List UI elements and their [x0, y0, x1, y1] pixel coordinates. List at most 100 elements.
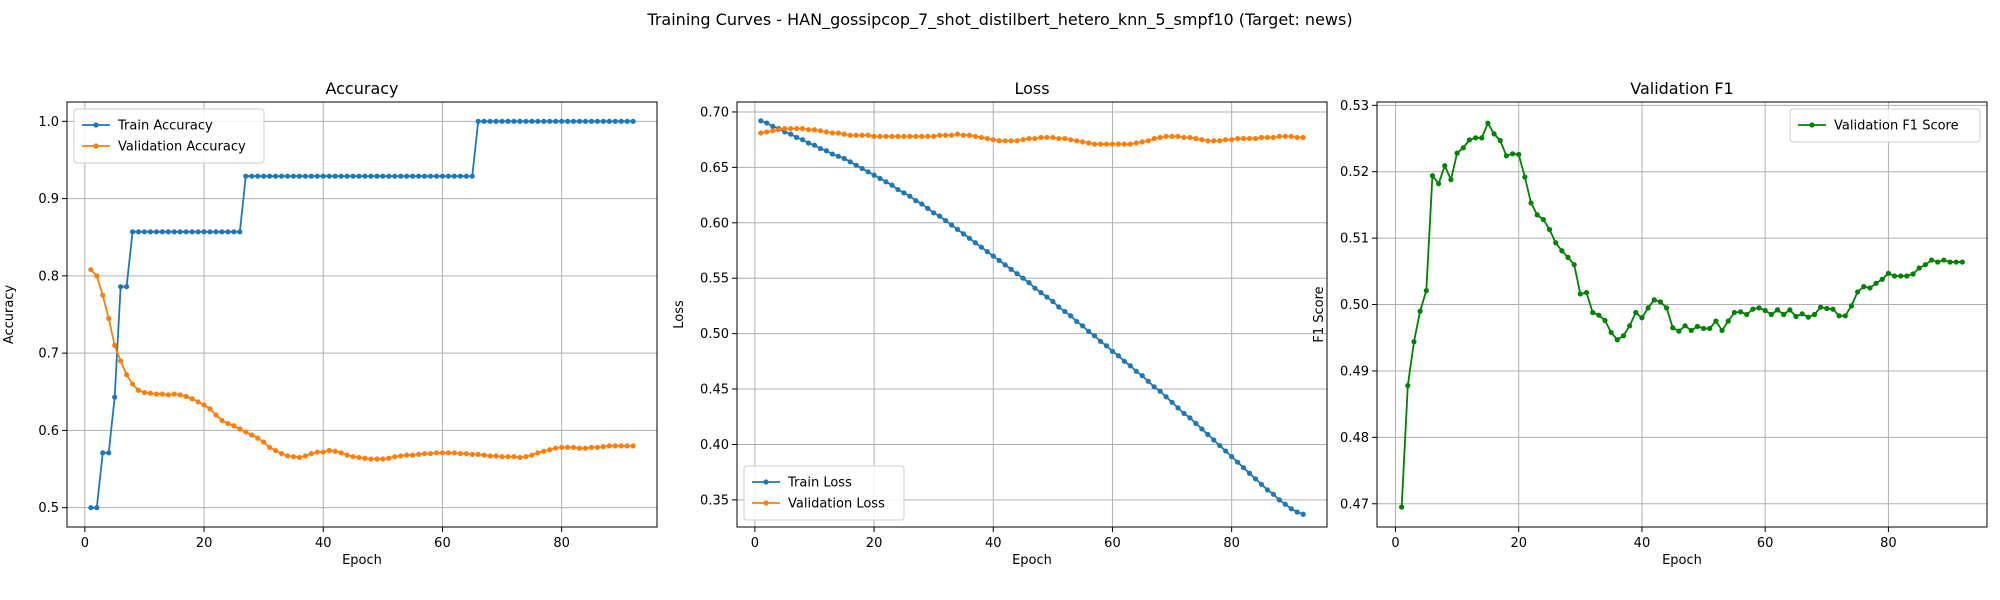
data-point — [877, 175, 883, 182]
data-point — [427, 450, 434, 457]
data-point — [1873, 280, 1879, 286]
data-point — [386, 455, 392, 461]
data-point — [1091, 141, 1098, 147]
data-point — [1026, 280, 1032, 286]
data-point — [1276, 133, 1282, 139]
x-axis-label: Epoch — [1662, 553, 1702, 568]
data-point — [499, 118, 505, 124]
data-point — [913, 198, 919, 204]
data-point — [978, 244, 984, 250]
data-point — [171, 229, 177, 235]
data-point — [332, 173, 338, 179]
data-point — [1824, 305, 1830, 312]
data-point — [618, 443, 624, 449]
data-point — [1719, 327, 1725, 334]
data-point — [445, 173, 452, 179]
data-point — [320, 449, 326, 455]
data-point — [606, 118, 612, 124]
y-tick-label: 0.40 — [700, 438, 729, 453]
data-point — [1050, 298, 1056, 305]
data-point — [1442, 163, 1448, 169]
y-tick-label: 0.53 — [1340, 99, 1369, 114]
data-point — [374, 173, 380, 179]
data-point — [1805, 314, 1811, 320]
panel-title: Loss — [1014, 79, 1049, 98]
data-point — [296, 454, 303, 461]
x-tick-label: 20 — [866, 536, 883, 551]
legend: Train Loss Validation Loss — [743, 465, 905, 521]
data-point — [100, 292, 106, 298]
data-point — [764, 129, 770, 135]
data-point — [541, 448, 547, 454]
data-point — [1121, 358, 1127, 364]
data-point — [499, 454, 505, 460]
data-point — [805, 127, 812, 133]
data-point — [261, 173, 267, 179]
data-point — [451, 173, 457, 179]
data-point — [1898, 273, 1904, 279]
data-point — [770, 128, 776, 134]
data-point — [1032, 285, 1038, 291]
data-point — [1115, 353, 1122, 359]
data-point — [1187, 134, 1193, 141]
data-point — [1199, 137, 1205, 143]
legend: Validation F1 Score — [1789, 108, 1981, 143]
data-point — [272, 447, 279, 454]
y-axis-label: Accuracy — [2, 285, 17, 345]
data-point — [421, 450, 428, 457]
data-point — [1103, 141, 1110, 147]
data-point — [1399, 504, 1405, 510]
data-point — [255, 173, 261, 179]
data-point — [1657, 299, 1664, 305]
data-point — [907, 193, 913, 199]
data-point — [1145, 138, 1151, 144]
data-point — [243, 429, 249, 435]
data-point — [919, 133, 925, 139]
data-point — [984, 249, 990, 255]
data-point — [165, 392, 171, 398]
data-point — [1830, 306, 1836, 312]
data-point — [320, 173, 326, 179]
data-point — [290, 454, 297, 460]
accuracy-panel: 0 20 40 60 80 0.5 0.6 0.7 0.8 0.9 1.0 Accuracy Epoch… — [2, 79, 658, 568]
data-point — [925, 133, 931, 139]
data-point — [1205, 138, 1211, 144]
data-point — [1787, 307, 1793, 313]
data-point — [261, 439, 267, 445]
data-point — [159, 229, 165, 235]
data-point — [823, 148, 829, 154]
data-point — [984, 135, 990, 142]
data-point — [1793, 313, 1799, 320]
data-point — [541, 118, 547, 124]
legend-entry-label: Train Loss — [787, 476, 852, 491]
data-point — [1614, 337, 1620, 343]
legend-box — [743, 465, 905, 521]
data-point — [853, 162, 859, 168]
data-point — [829, 130, 835, 136]
data-point — [588, 444, 595, 451]
data-point — [847, 159, 853, 165]
data-point — [841, 155, 847, 162]
data-point — [439, 450, 446, 456]
data-point — [284, 453, 291, 459]
data-point — [835, 153, 841, 159]
data-point — [1436, 181, 1442, 187]
data-point — [547, 447, 553, 453]
data-point — [183, 229, 189, 235]
y-tick-label: 0.9 — [38, 192, 59, 207]
legend: Train Accuracy Validation Accuracy — [73, 108, 265, 164]
x-tick-label: 60 — [1757, 536, 1774, 551]
legend-entry-label: Validation F1 Score — [1834, 119, 1959, 134]
data-point — [793, 125, 800, 132]
y-tick-label: 0.60 — [700, 216, 729, 231]
data-point — [1109, 141, 1116, 147]
axes-frame — [736, 101, 1328, 528]
data-point — [177, 229, 183, 235]
data-point — [374, 456, 380, 462]
data-point — [859, 132, 865, 138]
x-tick-label: 40 — [985, 536, 1002, 551]
data-point — [1935, 259, 1941, 265]
data-point — [1528, 200, 1534, 206]
data-point — [1922, 262, 1928, 268]
y-tick-label: 0.65 — [700, 161, 729, 176]
